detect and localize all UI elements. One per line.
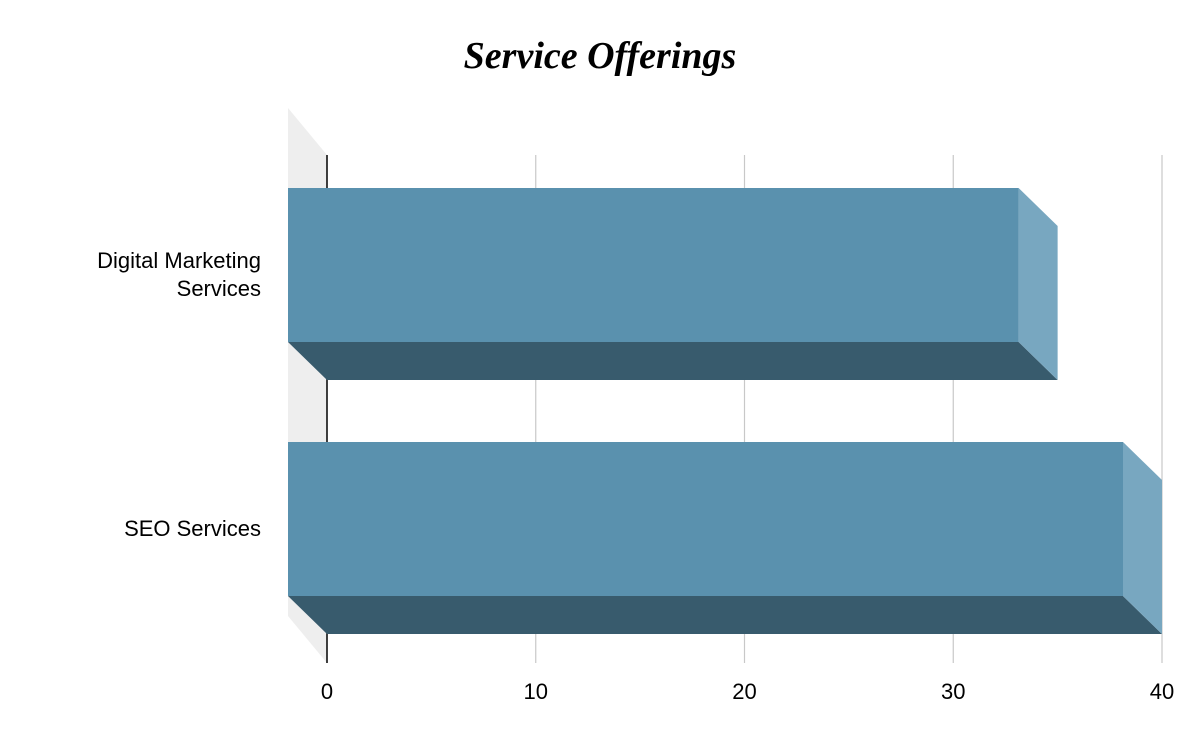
bar: [288, 442, 1162, 634]
bar-front-face: [288, 188, 1019, 342]
bar-bottom-face: [288, 342, 1058, 380]
category-label: Digital Marketing Services: [97, 248, 261, 301]
bar-bottom-face: [288, 596, 1162, 634]
bar: [288, 188, 1058, 380]
category-label-line: SEO Services: [124, 516, 261, 541]
x-tick-label: 30: [941, 679, 965, 704]
x-tick-label: 40: [1150, 679, 1174, 704]
bar-front-face: [288, 442, 1123, 596]
category-label-line: Digital Marketing: [97, 248, 261, 273]
x-tick-label: 20: [732, 679, 756, 704]
category-label: SEO Services: [124, 516, 261, 541]
x-tick-label: 0: [321, 679, 333, 704]
category-label-line: Services: [177, 276, 261, 301]
x-tick-label: 10: [524, 679, 548, 704]
bar-end-face: [1018, 188, 1058, 380]
chart-title: Service Offerings: [463, 35, 737, 77]
bar-end-face: [1123, 442, 1162, 634]
